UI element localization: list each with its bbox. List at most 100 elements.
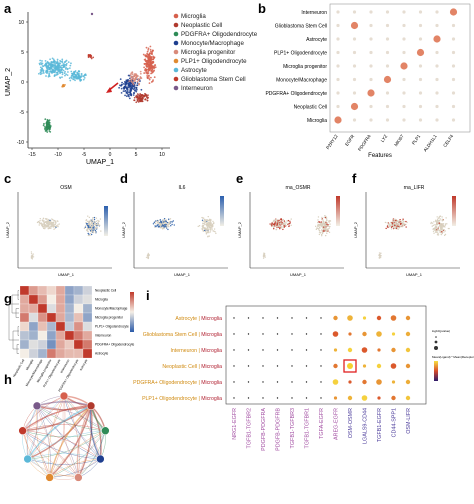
umap-scatter xyxy=(37,12,157,133)
panel-label: b xyxy=(258,1,266,16)
dot xyxy=(369,50,373,55)
col-label: PLP1 xyxy=(411,133,422,145)
bubble xyxy=(391,332,396,336)
x-ticks: -15 -10 -5 0 5 10 xyxy=(28,148,165,158)
dot xyxy=(385,10,390,14)
bubble xyxy=(347,395,353,401)
feature-scatter xyxy=(145,215,217,260)
feature-scatter xyxy=(262,215,332,260)
legend-swatch xyxy=(173,22,179,28)
x-axis-title: Features xyxy=(368,153,392,159)
bubble xyxy=(276,333,279,335)
y-tick-label: 10 xyxy=(18,20,24,26)
row-label: Astrocyte xyxy=(95,352,109,356)
dot xyxy=(385,37,390,41)
bubble xyxy=(391,347,396,353)
legend-label: Interneuron xyxy=(181,85,213,92)
dot xyxy=(336,50,340,55)
dot xyxy=(336,77,340,82)
dot xyxy=(451,50,456,55)
bubble xyxy=(305,365,308,367)
network-node xyxy=(59,391,69,401)
row-label: Astrocyte xyxy=(306,37,327,43)
bubble xyxy=(247,381,250,383)
bubble xyxy=(332,331,339,337)
dot xyxy=(334,116,342,124)
row-label: Microglia progenitor xyxy=(283,64,327,70)
row-label: Microglia xyxy=(307,118,327,124)
panel-f-feature: f rna_LIFR UMAP_2 UMAP_1 xyxy=(352,171,460,277)
dot xyxy=(336,10,340,14)
legend-swatch xyxy=(173,31,179,37)
bubble xyxy=(291,365,293,367)
network xyxy=(18,391,110,482)
y-ticks: 10 5 0 -5 -10 xyxy=(17,20,28,146)
dot xyxy=(350,102,359,111)
col-label: Microglia xyxy=(25,358,35,371)
x-tick-label: 5 xyxy=(135,152,138,158)
x-tick-label: -10 xyxy=(54,152,61,158)
bubble xyxy=(390,315,397,321)
bubbles xyxy=(233,315,411,401)
legend-label: Neoplastic Cell xyxy=(181,22,222,29)
legend-swatch xyxy=(173,40,179,46)
bubble xyxy=(362,331,367,337)
x-tick-label: -15 xyxy=(28,152,35,158)
row-label: PDGFRA+ Oligodendrocyte | Microglia xyxy=(133,380,222,386)
dot xyxy=(352,118,357,122)
dot xyxy=(369,23,373,28)
row-label: PDGFRA+ Oligodendrocyte xyxy=(95,343,134,347)
dot xyxy=(352,64,357,68)
dot xyxy=(383,75,392,84)
dot xyxy=(435,118,439,122)
dot xyxy=(336,104,340,109)
network-node xyxy=(18,426,27,436)
legend-label: PDGFRA+ Oligodendrocyte xyxy=(181,31,258,38)
bubble xyxy=(361,347,368,353)
bubble xyxy=(276,397,279,399)
axes xyxy=(27,12,170,149)
bubble xyxy=(405,395,411,401)
legend-label: PLP1+ Oligodendrocyte xyxy=(181,58,247,65)
bubble xyxy=(390,363,397,369)
row-label: Monocyte/Macrophage xyxy=(95,307,128,311)
dot xyxy=(385,104,390,109)
col-label: LYZ xyxy=(380,134,389,144)
legend-label: Astrocyte xyxy=(181,67,207,74)
y-axis-label: UMAP_2 xyxy=(353,221,358,238)
dot xyxy=(385,64,390,68)
dot xyxy=(402,104,406,109)
bubble xyxy=(347,347,353,353)
network-node xyxy=(86,401,96,411)
panel-h-network: h xyxy=(4,372,110,482)
dot xyxy=(402,91,406,95)
arrowhead-icon xyxy=(106,87,112,93)
dot xyxy=(416,48,425,57)
legend-label: Microglia progenitor xyxy=(181,49,235,56)
dot xyxy=(418,104,423,109)
row-label: Monocyte/Macrophage xyxy=(276,78,327,84)
col-label: Neoplastic Cell xyxy=(12,358,26,378)
network-node xyxy=(74,473,83,482)
dot xyxy=(369,10,373,14)
col-label: PDGFB-PDGFRA xyxy=(261,408,267,451)
y-tick-label: -5 xyxy=(20,110,25,116)
bubble xyxy=(262,333,264,335)
y-axis-label: UMAP_2 xyxy=(5,221,10,238)
legend-label: Microglia xyxy=(181,13,206,20)
y-tick-label: -10 xyxy=(17,140,24,146)
panel-e-feature: e rna_OSMR UMAP_2 UMAP_1 xyxy=(236,171,344,277)
bubble xyxy=(348,380,352,384)
bubble xyxy=(405,363,411,369)
panel-label: h xyxy=(4,372,12,387)
col-label: PDGFRA xyxy=(357,134,372,152)
panel-b-dotplot: b Interneuron Glioblastoma Stem Cell Astro… xyxy=(258,1,471,159)
col-label: TGFB1-EGFR xyxy=(377,408,383,442)
dot xyxy=(402,10,406,14)
x-axis-label: UMAP_1 xyxy=(174,272,191,277)
bubble xyxy=(233,365,235,367)
dot xyxy=(451,118,456,122)
row-label: Astrocyte | Microglia xyxy=(175,316,222,322)
